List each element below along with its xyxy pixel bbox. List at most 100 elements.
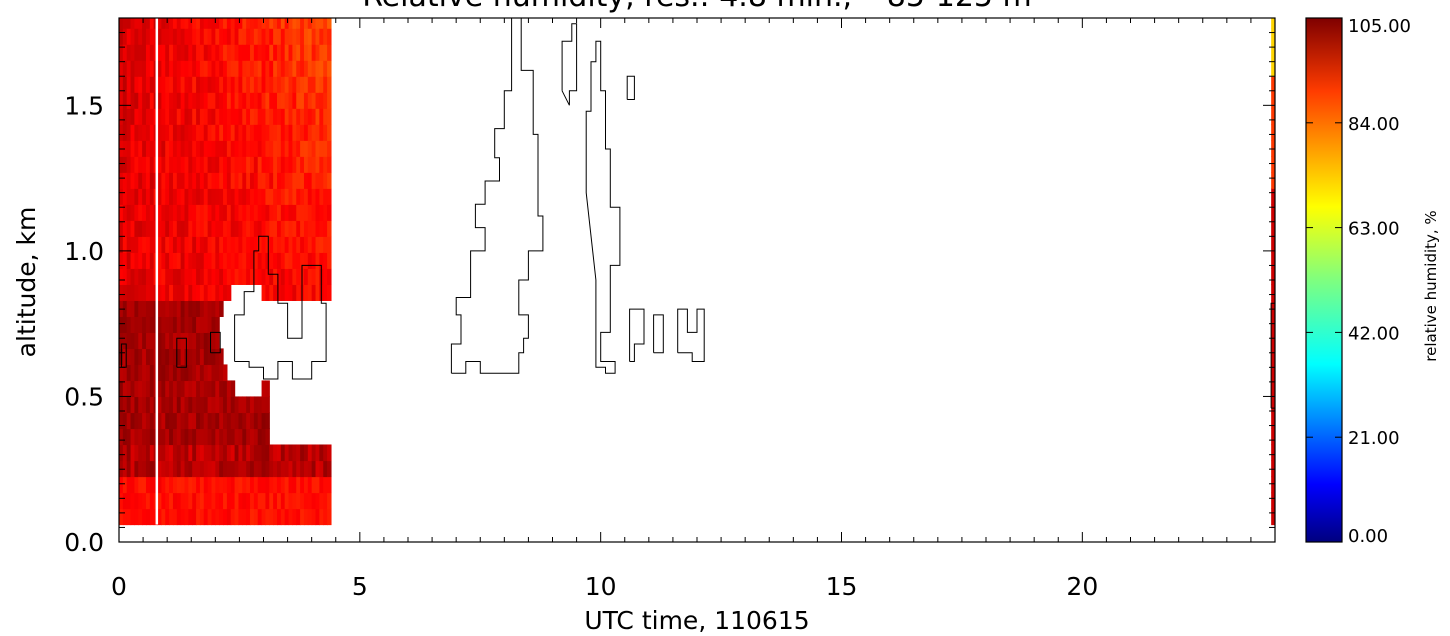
heatmap-cell [180,140,186,157]
heatmap-cell [188,220,193,237]
heatmap-cell [323,60,328,77]
heatmap-cell [276,172,282,189]
heatmap-cell [203,108,209,125]
heatmap-cell [142,348,147,366]
heatmap-cell [122,396,128,414]
heatmap-cell [327,108,332,125]
heatmap-cell [319,508,324,526]
heatmap-cell [292,60,297,77]
heatmap-cell [157,252,162,269]
heatmap-cell [238,268,243,285]
heatmap-cell [203,396,209,414]
heatmap-cell [303,76,309,93]
heatmap-cell [323,18,328,29]
heatmap-cell [292,188,297,205]
heatmap-cell [142,156,147,173]
heatmap-cell [223,60,228,77]
heatmap-cell [207,252,213,269]
heatmap-cell [169,492,174,510]
heatmap-cell [234,236,240,253]
heatmap-cell [134,60,139,77]
heatmap-cell [161,380,166,398]
y-tick-label: 0.0 [64,528,104,557]
heatmap-cell [230,396,236,414]
heatmap-cell [292,268,297,285]
heatmap-cell [288,204,293,221]
heatmap-cell [319,76,324,93]
heatmap-cell [138,476,143,494]
heatmap-cell [257,460,263,478]
heatmap-cell [176,348,182,366]
heatmap-cell [292,156,297,173]
heatmap-cell [211,428,216,446]
heatmap-cell [142,396,147,414]
heatmap-cell [292,284,297,301]
heatmap-cell [180,172,186,189]
heatmap-cell [184,28,189,45]
heatmap-cell [149,172,155,189]
heatmap-cell [126,28,132,45]
heatmap-cell [207,412,213,430]
heatmap-cell [223,28,228,45]
heatmap-cell [323,492,328,510]
heatmap-cell [323,236,328,253]
heatmap-cell [149,60,155,77]
heatmap-cell [273,444,278,462]
heatmap-cell [292,140,297,157]
heatmap-cell [215,300,220,317]
heatmap-cell [119,124,124,141]
heatmap-cell [234,444,240,462]
heatmap-cell [300,492,305,510]
heatmap-cell [303,460,309,478]
heatmap-cell [303,28,309,45]
heatmap-cell [238,76,243,93]
heatmap-cell [165,444,170,462]
colorbar-tick-label: 63.00 [1348,219,1400,240]
heatmap-cell [161,492,166,510]
heatmap-cell [149,460,155,478]
heatmap-cell [169,332,174,350]
heatmap-cell [246,124,251,141]
heatmap-cell [288,284,293,301]
heatmap-cell [257,108,263,125]
heatmap-cell [250,444,255,462]
heatmap-cell [192,60,197,77]
heatmap-cell [165,156,170,173]
heatmap-cell [161,220,166,237]
heatmap-cell [311,28,317,45]
heatmap-cell [250,172,255,189]
heatmap-cell [288,236,293,253]
heatmap-cell [176,268,182,285]
heatmap-cell [188,92,193,109]
heatmap-cell [230,492,236,510]
heatmap-cell [161,44,166,61]
heatmap-cell [280,188,286,205]
heatmap-cell [203,140,209,157]
heatmap-cell [145,220,151,237]
heatmap-cell [165,172,170,189]
heatmap-cell [119,204,124,221]
heatmap-cell [307,268,313,285]
heatmap-cell [207,28,213,45]
heatmap-cell [207,476,213,494]
heatmap-cell [319,220,324,237]
heatmap-cell [138,348,143,366]
heatmap-cell [211,108,216,125]
heatmap-cell [211,236,216,253]
heatmap-cell [145,284,151,301]
heatmap-cell [323,204,328,221]
heatmap-cell [234,18,240,29]
heatmap-cell [126,18,132,29]
heatmap-cell [157,348,162,366]
heatmap-cell [207,140,213,157]
heatmap-cell [192,236,197,253]
heatmap-cell [288,492,293,510]
heatmap-cell [172,348,178,366]
heatmap-cell [157,396,162,414]
heatmap-cell [138,140,143,157]
heatmap-cell [196,428,201,446]
heatmap-cell [149,92,155,109]
heatmap-cell [180,188,186,205]
heatmap-cell [165,236,170,253]
heatmap-cell [207,364,213,382]
